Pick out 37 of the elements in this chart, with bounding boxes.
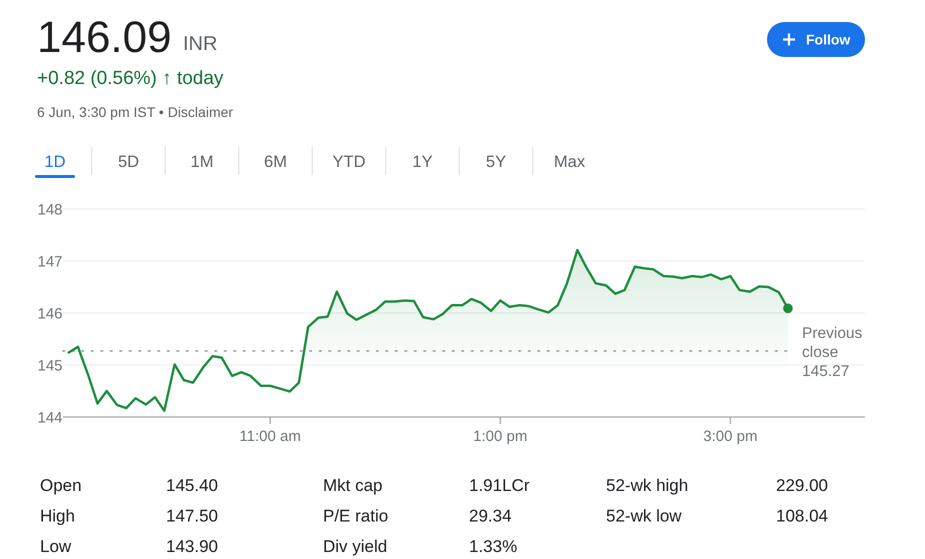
text: 6M xyxy=(264,153,287,171)
text: 52-wk high xyxy=(606,476,688,495)
text: 5Y xyxy=(486,153,506,171)
y-tick-label: 144 xyxy=(37,410,63,426)
text: Div yield xyxy=(323,537,388,556)
text: 6 Jun, 3:30 pm IST • Disclaimer xyxy=(37,104,234,120)
chart-title: 146.09 INR xyxy=(37,13,218,62)
x-tick-label: 11:00 am xyxy=(239,428,301,445)
ref-line-label: Previous close 145.27 xyxy=(802,324,863,380)
text: Mkt cap xyxy=(323,476,383,495)
text: Follow xyxy=(806,32,850,48)
text: 145.40 xyxy=(166,476,218,495)
text: 52-wk low xyxy=(606,506,682,526)
text: 229.00 xyxy=(776,476,828,495)
text: 5D xyxy=(118,153,140,171)
text: 29.34 xyxy=(469,506,512,526)
y-tick-label: 145 xyxy=(37,358,63,374)
y-tick-label: 148 xyxy=(37,202,63,218)
x-tick-label: 1:00 pm xyxy=(473,428,528,445)
text: P/E ratio xyxy=(323,506,388,526)
text: Max xyxy=(554,153,586,171)
text: 1Y xyxy=(412,153,433,171)
y-tick-label: 146 xyxy=(37,306,63,322)
text: 1D xyxy=(44,153,66,171)
text: 147.50 xyxy=(166,506,218,526)
text: High xyxy=(40,506,75,526)
text: YTD xyxy=(332,153,366,171)
text: 1.33% xyxy=(469,537,518,556)
text: 108.04 xyxy=(776,506,828,526)
text: 1M xyxy=(190,153,214,171)
chart-subtitle: +0.82 (0.56%) ↑ today xyxy=(37,68,224,89)
text: 1.91LCr xyxy=(469,476,530,495)
text: 143.90 xyxy=(166,537,218,556)
text: Low xyxy=(40,537,72,556)
text: Open xyxy=(40,476,82,495)
x-tick-label: 3:00 pm xyxy=(703,428,758,445)
y-tick-label: 147 xyxy=(37,254,63,270)
